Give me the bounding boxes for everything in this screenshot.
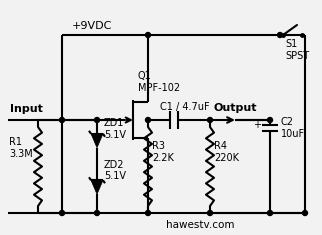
Circle shape (60, 211, 64, 215)
Text: R4
220K: R4 220K (214, 141, 239, 163)
Text: C1 / 4.7uF: C1 / 4.7uF (160, 102, 210, 112)
Circle shape (146, 32, 150, 38)
Circle shape (60, 118, 64, 122)
Text: R3
2.2K: R3 2.2K (152, 141, 174, 163)
Text: C2
10uF: C2 10uF (281, 117, 305, 139)
Text: Q1
MPF-102: Q1 MPF-102 (138, 71, 180, 93)
Polygon shape (91, 134, 103, 148)
Text: Output: Output (213, 103, 257, 113)
Circle shape (207, 211, 213, 215)
Circle shape (278, 32, 282, 38)
Text: ZD1
5.1V: ZD1 5.1V (104, 118, 126, 140)
Circle shape (207, 118, 213, 122)
Text: ZD2
5.1V: ZD2 5.1V (104, 160, 126, 181)
Circle shape (268, 118, 272, 122)
Circle shape (146, 118, 150, 122)
Polygon shape (91, 180, 103, 194)
Text: R1
3.3M: R1 3.3M (9, 137, 33, 159)
Text: S1
SPST: S1 SPST (285, 39, 309, 61)
Circle shape (268, 211, 272, 215)
Text: +9VDC: +9VDC (72, 21, 112, 31)
Text: Input: Input (10, 104, 43, 114)
Text: +: + (253, 120, 261, 130)
Circle shape (146, 211, 150, 215)
Circle shape (302, 211, 308, 215)
Text: hawestv.com: hawestv.com (166, 220, 234, 230)
Circle shape (94, 118, 99, 122)
Circle shape (94, 211, 99, 215)
